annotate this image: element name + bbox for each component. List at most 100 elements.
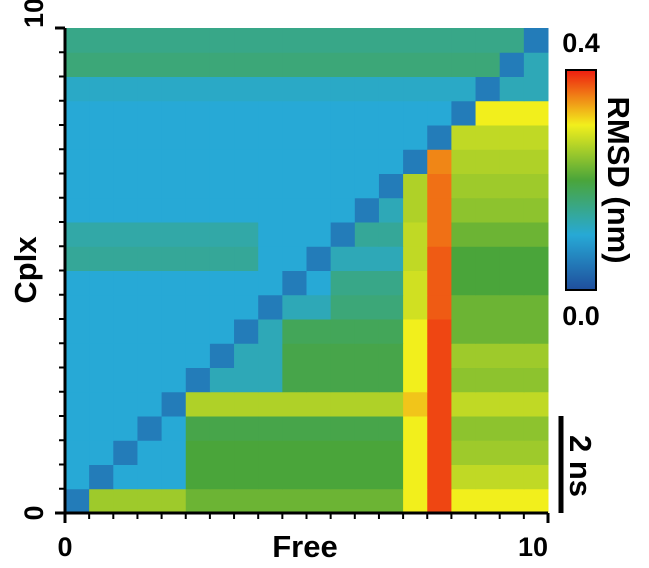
heatmap-cell	[282, 100, 307, 126]
heatmap-cell	[403, 294, 428, 320]
heatmap-cells	[65, 28, 549, 514]
heatmap-cell	[113, 391, 138, 417]
heatmap-cell	[499, 294, 525, 320]
heatmap-cell	[113, 173, 138, 199]
heatmap-cell	[161, 488, 187, 514]
heatmap-cell	[282, 222, 307, 247]
heatmap-cell	[523, 197, 549, 223]
heatmap-cell	[451, 294, 477, 320]
heatmap-cell	[306, 52, 332, 77]
heatmap-cell	[282, 367, 307, 393]
heatmap-cell	[258, 464, 283, 490]
heatmap-cell	[427, 28, 452, 53]
heatmap-cell	[113, 440, 138, 465]
heatmap-cell	[427, 440, 452, 465]
heatmap-cell	[113, 28, 138, 53]
heatmap-cell	[65, 100, 90, 126]
heatmap-cell	[403, 270, 428, 296]
heatmap-cell	[113, 343, 138, 368]
heatmap-cell	[161, 76, 187, 102]
heatmap-cell	[451, 246, 477, 271]
heatmap-cell	[113, 125, 138, 150]
heatmap-cell	[354, 197, 380, 223]
heatmap-cell	[137, 149, 163, 174]
heatmap-cell	[258, 416, 283, 441]
heatmap-cell	[209, 197, 235, 223]
heatmap-cell	[185, 416, 211, 441]
heatmap-cell	[427, 197, 452, 223]
heatmap-cell	[306, 246, 332, 271]
heatmap-cell	[161, 149, 187, 174]
heatmap-cell	[499, 488, 525, 514]
heatmap-cell	[137, 197, 163, 223]
heatmap-cell	[475, 222, 501, 247]
heatmap-cell	[234, 440, 259, 465]
heatmap-cell	[209, 391, 235, 417]
heatmap-cell	[354, 222, 380, 247]
heatmap-cell	[403, 343, 428, 368]
heatmap-cell	[475, 416, 501, 441]
heatmap-cell	[475, 76, 501, 102]
heatmap-cell	[523, 149, 549, 174]
heatmap-cell	[113, 246, 138, 271]
heatmap-cell	[451, 125, 477, 150]
heatmap-cell	[258, 197, 283, 223]
heatmap-cell	[427, 149, 452, 174]
heatmap-cell	[65, 52, 90, 77]
heatmap-cell	[354, 149, 380, 174]
heatmap-cell	[354, 246, 380, 271]
heatmap-cell	[475, 440, 501, 465]
heatmap-cell	[89, 416, 114, 441]
heatmap-cell	[89, 173, 114, 199]
heatmap-cell	[161, 222, 187, 247]
heatmap-cell	[427, 416, 452, 441]
heatmap-cell	[354, 173, 380, 199]
heatmap-cell	[65, 197, 90, 223]
heatmap-cell	[65, 440, 90, 465]
heatmap-cell	[306, 343, 332, 368]
heatmap-cell	[330, 246, 356, 271]
heatmap-cell	[378, 270, 404, 296]
heatmap-cell	[523, 173, 549, 199]
heatmap-cell	[137, 440, 163, 465]
heatmap-cell	[403, 197, 428, 223]
heatmap-cell	[499, 270, 525, 296]
heatmap-cell	[185, 197, 211, 223]
heatmap-cell	[65, 319, 90, 344]
heatmap-cell	[378, 76, 404, 102]
heatmap-cell	[475, 391, 501, 417]
heatmap-cell	[185, 343, 211, 368]
heatmap-cell	[185, 222, 211, 247]
heatmap-cell	[378, 246, 404, 271]
x-axis-label: Free	[272, 529, 337, 564]
heatmap-cell	[330, 391, 356, 417]
heatmap-cell	[451, 76, 477, 102]
heatmap-cell	[137, 28, 163, 53]
heatmap-cell	[185, 246, 211, 271]
heatmap-cell	[475, 367, 501, 393]
heatmap-cell	[209, 294, 235, 320]
heatmap-cell	[403, 440, 428, 465]
heatmap-cell	[209, 270, 235, 296]
heatmap-cell	[185, 52, 211, 77]
heatmap-cell	[475, 343, 501, 368]
heatmap-cell	[209, 488, 235, 514]
heatmap-cell	[354, 464, 380, 490]
heatmap-cell	[234, 28, 259, 53]
heatmap-cell	[427, 391, 452, 417]
heatmap-cell	[451, 319, 477, 344]
heatmap-cell	[427, 367, 452, 393]
heatmap-cell	[330, 173, 356, 199]
heatmap-cell	[258, 100, 283, 126]
heatmap-cell	[258, 319, 283, 344]
heatmap-cell	[185, 100, 211, 126]
heatmap-cell	[161, 52, 187, 77]
heatmap-cell	[523, 100, 549, 126]
heatmap-cell	[185, 270, 211, 296]
heatmap-cell	[89, 488, 114, 514]
heatmap-cell	[161, 270, 187, 296]
heatmap-cell	[258, 367, 283, 393]
heatmap-cell	[499, 76, 525, 102]
heatmap-cell	[137, 367, 163, 393]
heatmap-cell	[403, 367, 428, 393]
